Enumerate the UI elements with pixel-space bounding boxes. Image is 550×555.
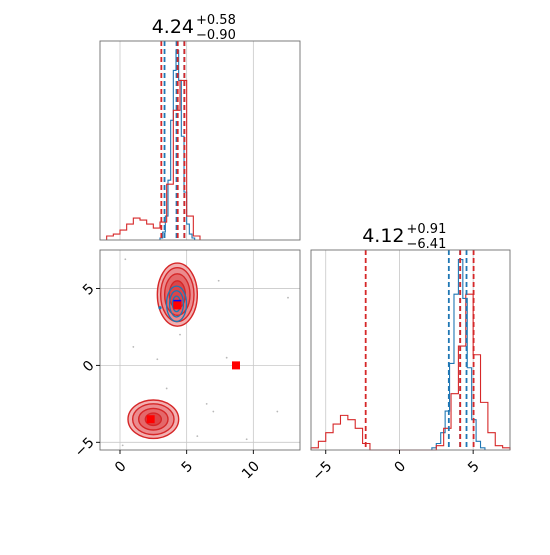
marginal-2-frame [310, 249, 511, 451]
joint-outlier-point [217, 279, 220, 282]
marginal-1-hist-series-1 [106, 79, 201, 240]
joint-outlier-point [165, 387, 168, 390]
joint-outlier-point [196, 435, 199, 438]
marginal-2-title-plus: +0.91 [407, 222, 447, 237]
joint-outlier-point [276, 410, 279, 413]
marginal-1-title-value: 4.24 [152, 16, 194, 38]
joint-outlier-point [212, 410, 215, 413]
marginal-2-xtick-label: 5 [465, 458, 483, 476]
joint-ytick-label: 0 [80, 358, 98, 376]
marginal-1-title: 4.24 +0.58−0.90 [152, 13, 236, 43]
joint-ytick-label: 5 [80, 281, 98, 299]
joint-outlier-point [245, 438, 248, 441]
joint-xtick-label: 10 [239, 458, 263, 482]
joint-blue-contour [168, 290, 185, 318]
joint-outlier-point [225, 356, 228, 359]
marginal-1-frame [99, 40, 301, 241]
joint-outlier-point [287, 296, 289, 299]
marginal-2-title-minus: −6.41 [407, 237, 447, 252]
joint-frame [99, 249, 301, 451]
marginal-2-xtick-label: −5 [309, 458, 335, 484]
joint-outlier-point [205, 402, 208, 405]
joint-blue-contour [165, 285, 188, 323]
marginal-2-hist-series-0 [431, 258, 486, 450]
joint-blue-sample-point [158, 306, 162, 310]
marginal-2-xtick-label: 0 [391, 458, 409, 476]
marginal-2-title: 4.12 +0.91−6.41 [362, 222, 446, 252]
joint-outlier-point [156, 358, 159, 361]
joint-outlier-point [132, 346, 135, 348]
joint-outlier-point [124, 258, 127, 261]
joint-marker [146, 415, 155, 424]
marginal-2-title-value: 4.12 [362, 225, 404, 247]
joint-xtick-label: 5 [179, 458, 197, 476]
marginal-1-title-plus: +0.58 [196, 13, 236, 28]
joint-xtick-label: 0 [112, 458, 130, 476]
marginal-2-hist-series-1 [310, 293, 511, 451]
joint-outlier-point [121, 444, 124, 447]
joint-ytick-label: −5 [72, 435, 98, 461]
joint-outlier-point [179, 333, 181, 336]
joint-marker [173, 301, 182, 310]
joint-marker [232, 361, 240, 370]
marginal-1-title-minus: −0.90 [196, 28, 236, 43]
